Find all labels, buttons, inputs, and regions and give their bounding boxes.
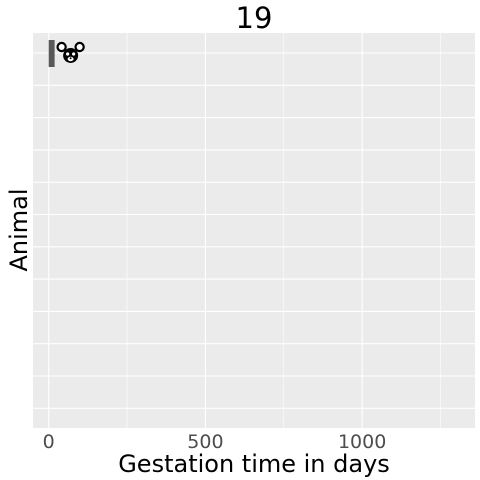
bar — [48, 40, 55, 67]
x-axis-ticks: 0 500 1000 — [43, 431, 387, 453]
y-axis-title: Animal — [5, 188, 33, 271]
mouse-icon — [56, 41, 85, 63]
x-tick-label: 1000 — [338, 431, 386, 453]
x-tick-label: 0 — [43, 431, 55, 453]
x-axis-title: Gestation time in days — [118, 450, 390, 478]
icons — [56, 41, 85, 63]
grid-lines — [33, 33, 475, 428]
x-tick-label: 500 — [187, 431, 223, 453]
chart-title: 19 — [236, 1, 273, 35]
plot-panel — [33, 33, 475, 428]
bars — [48, 40, 55, 67]
